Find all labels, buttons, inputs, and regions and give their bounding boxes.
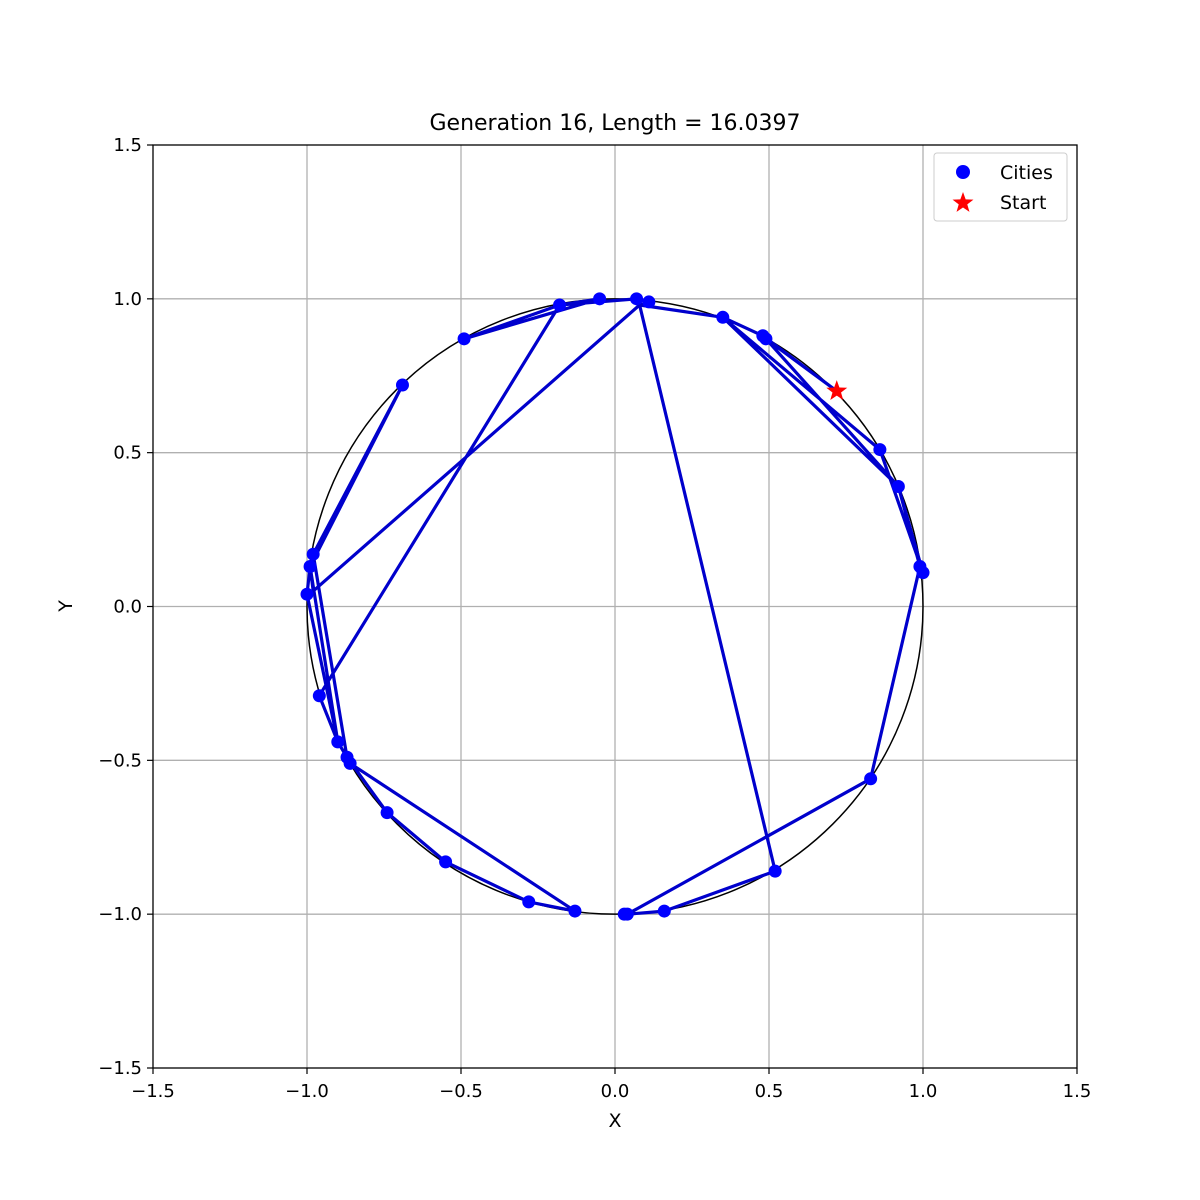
- x-tick-label: 1.0: [909, 1081, 938, 1102]
- city-point: [873, 443, 887, 457]
- start-point: [826, 380, 848, 401]
- start-layer: [826, 380, 848, 401]
- city-point: [312, 689, 326, 703]
- legend-cities-label: Cities: [1000, 162, 1053, 184]
- city-point: [630, 292, 644, 306]
- x-axis-label: X: [608, 1110, 621, 1132]
- axis-ticks: −1.5 −1.0 −0.5 0.0 0.5 1.0 1.5 −1.5 −1.0 −0.5 0.0 0…: [98, 135, 1091, 1102]
- y-tick-label: 0.5: [113, 443, 142, 464]
- legend-start-marker: [952, 192, 974, 212]
- y-axis-label: Y: [55, 600, 77, 613]
- reference-circle-layer: [306, 298, 924, 915]
- city-point: [593, 292, 607, 306]
- y-tick-label: −1.5: [98, 1058, 142, 1079]
- city-point: [756, 329, 770, 343]
- city-point: [331, 735, 345, 749]
- y-tick-label: 0.0: [113, 597, 142, 618]
- city-point: [916, 566, 930, 580]
- y-tick-label: 1.0: [113, 289, 142, 310]
- y-tick-label: −1.0: [98, 904, 142, 925]
- city-point: [306, 547, 320, 561]
- city-point: [657, 904, 671, 918]
- city-point: [522, 895, 536, 909]
- reference-circle: [306, 298, 924, 915]
- city-point: [768, 864, 782, 878]
- legend-start-label: Start: [1000, 192, 1046, 214]
- city-point: [553, 298, 567, 312]
- y-tick-label: −0.5: [98, 750, 142, 771]
- chart-title: Generation 16, Length = 16.0397: [430, 111, 801, 136]
- x-tick-label: 0.0: [601, 1081, 630, 1102]
- city-point: [340, 750, 354, 764]
- city-point: [395, 378, 409, 392]
- x-tick-label: −0.5: [439, 1081, 483, 1102]
- city-point: [568, 904, 582, 918]
- legend: Cities Start: [933, 152, 1068, 222]
- y-tick-label: 1.5: [113, 135, 142, 156]
- city-point: [891, 480, 905, 494]
- city-point: [303, 560, 317, 574]
- city-point: [617, 907, 631, 921]
- x-tick-label: 1.5: [1063, 1081, 1092, 1102]
- city-point: [864, 772, 878, 786]
- cities-layer: [300, 292, 930, 921]
- x-tick-label: −1.0: [285, 1081, 329, 1102]
- legend-cities-marker: [956, 165, 970, 179]
- city-point: [300, 587, 314, 601]
- city-point: [380, 806, 394, 820]
- city-point: [457, 332, 471, 346]
- x-tick-label: 0.5: [755, 1081, 784, 1102]
- city-point: [642, 295, 656, 309]
- x-tick-label: −1.5: [131, 1081, 175, 1102]
- city-point: [439, 855, 453, 869]
- city-point: [716, 310, 730, 324]
